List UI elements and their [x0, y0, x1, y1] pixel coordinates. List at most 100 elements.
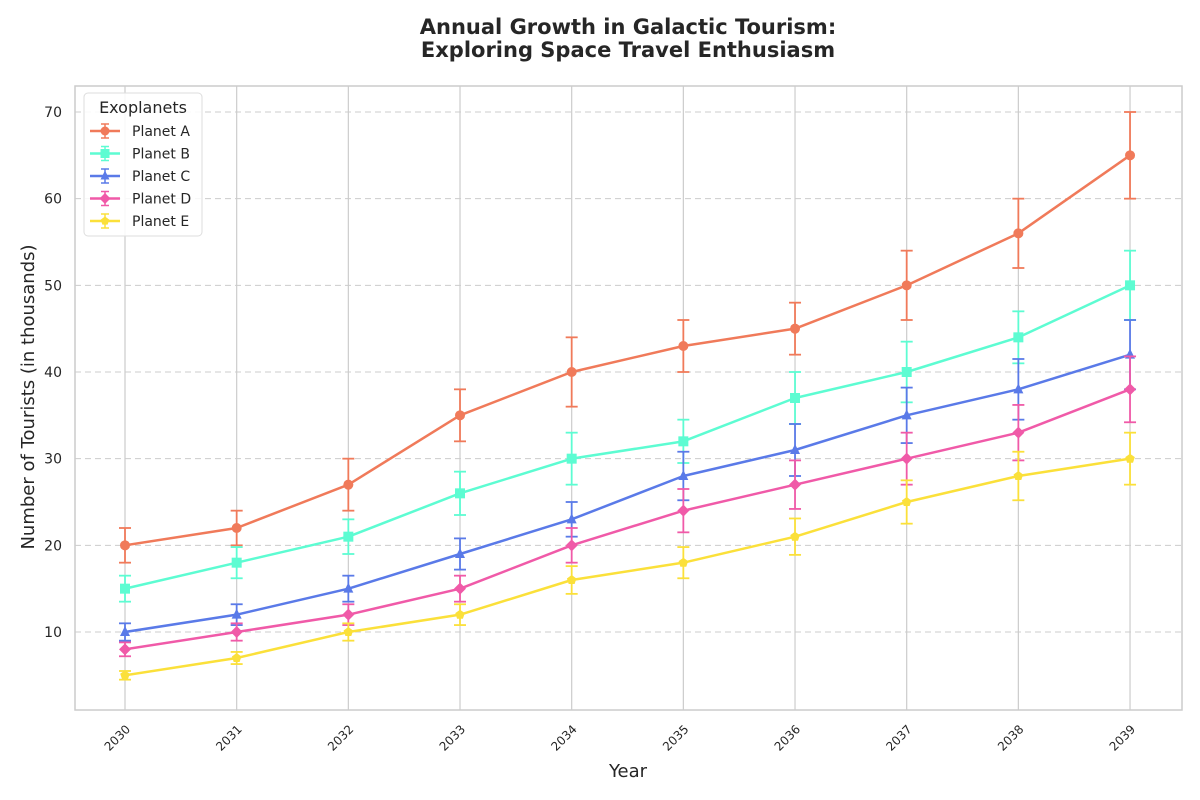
- series-line: [124, 457, 1131, 677]
- x-tick-label: 2037: [883, 722, 914, 753]
- data-point: [790, 531, 800, 541]
- legend-item: Planet C: [90, 168, 190, 185]
- legend-marker: [100, 126, 110, 136]
- y-tick-label: 10: [44, 625, 62, 641]
- data-point: [1013, 471, 1024, 480]
- data-point: [678, 470, 689, 480]
- data-point: [565, 539, 578, 552]
- y-tick-label: 30: [44, 452, 62, 468]
- data-point: [678, 557, 689, 567]
- data-point: [231, 523, 242, 533]
- data-point: [1013, 228, 1024, 239]
- data-point: [120, 583, 130, 594]
- data-point: [231, 557, 242, 568]
- y-tick-label: 40: [44, 365, 62, 381]
- x-tick-label: 2034: [548, 722, 579, 753]
- series-line: [124, 154, 1131, 547]
- data-point: [230, 626, 243, 638]
- series-planet-a: [119, 111, 1137, 564]
- data-point: [678, 436, 689, 447]
- x-tick-label: 2038: [995, 722, 1026, 753]
- data-point: [901, 409, 912, 420]
- series-planet-e: [119, 431, 1137, 681]
- chart-title-line-1: Annual Growth in Galactic Tourism:: [420, 15, 836, 39]
- legend-item: Planet B: [90, 145, 190, 163]
- data-point: [677, 504, 690, 517]
- data-point: [454, 582, 467, 595]
- x-tick-label: 2039: [1107, 722, 1138, 753]
- legend-label: Planet A: [132, 124, 190, 140]
- legend-label: Planet B: [132, 147, 190, 163]
- data-point: [231, 653, 242, 662]
- data-point: [790, 323, 801, 334]
- chart-title-line-2: Exploring Space Travel Enthusiasm: [421, 38, 835, 62]
- data-point: [1013, 332, 1024, 343]
- legend-item: Planet E: [90, 213, 189, 230]
- data-point: [566, 367, 577, 377]
- legend-label: Planet C: [132, 169, 190, 185]
- data-point: [343, 582, 354, 593]
- data-point: [790, 393, 801, 403]
- legend-item: Planet A: [90, 123, 190, 140]
- data-point: [901, 280, 912, 291]
- data-point: [678, 341, 689, 351]
- x-tick-label: 2036: [772, 722, 803, 753]
- series-layer: [119, 111, 1137, 681]
- legend-label: Planet D: [132, 192, 191, 208]
- data-point: [901, 367, 912, 377]
- data-point: [231, 608, 242, 619]
- legend-label: Planet E: [132, 214, 189, 230]
- data-point: [120, 670, 130, 680]
- series-line: [124, 284, 1131, 590]
- legend-marker: [99, 193, 111, 204]
- data-point: [119, 643, 131, 656]
- x-tick-label: 2032: [325, 722, 356, 753]
- data-point: [455, 488, 466, 499]
- grid: [75, 86, 1182, 710]
- data-point: [455, 609, 465, 619]
- data-point: [1125, 280, 1136, 291]
- data-point: [566, 453, 577, 464]
- y-tick-label: 70: [44, 105, 62, 121]
- series-line: [124, 353, 1131, 634]
- x-axis-label: Year: [608, 761, 648, 782]
- series-planet-b: [119, 249, 1137, 603]
- legend-marker: [100, 170, 110, 180]
- data-point: [343, 627, 354, 636]
- data-point: [900, 452, 913, 465]
- data-point: [1125, 453, 1135, 463]
- y-tick-label: 60: [44, 192, 62, 208]
- data-point: [455, 410, 466, 421]
- data-point: [789, 478, 802, 491]
- data-point: [1124, 383, 1137, 396]
- data-point: [120, 540, 130, 551]
- data-point: [1012, 426, 1025, 439]
- x-tick-label: 2030: [102, 722, 133, 753]
- data-point: [790, 444, 801, 454]
- legend-title: Exoplanets: [99, 98, 187, 117]
- legend-item: Planet D: [90, 190, 191, 208]
- y-tick-label: 50: [44, 278, 62, 294]
- data-point: [566, 513, 577, 524]
- legend-marker: [100, 216, 110, 225]
- legend-marker: [100, 149, 110, 158]
- x-tick-label: 2033: [437, 722, 468, 753]
- x-tick-label: 2031: [213, 722, 244, 753]
- plot-background: [75, 86, 1182, 710]
- data-point: [455, 548, 466, 558]
- y-axis-label: Number of Tourists (in thousands): [18, 244, 39, 549]
- plot-frame: [74, 85, 1183, 711]
- legend-box: [83, 92, 203, 237]
- data-point: [1125, 150, 1136, 161]
- data-point: [120, 626, 130, 636]
- series-line: [124, 388, 1131, 651]
- y-tick-label: 20: [44, 538, 62, 554]
- plot-area: [75, 86, 1182, 710]
- legend: Exoplanets Planet A Planet B Planet C Planet…: [83, 92, 203, 237]
- data-point: [343, 531, 354, 542]
- x-tick-label: 2035: [660, 722, 691, 753]
- data-point: [343, 479, 354, 490]
- data-point: [566, 575, 577, 584]
- data-point: [342, 608, 355, 621]
